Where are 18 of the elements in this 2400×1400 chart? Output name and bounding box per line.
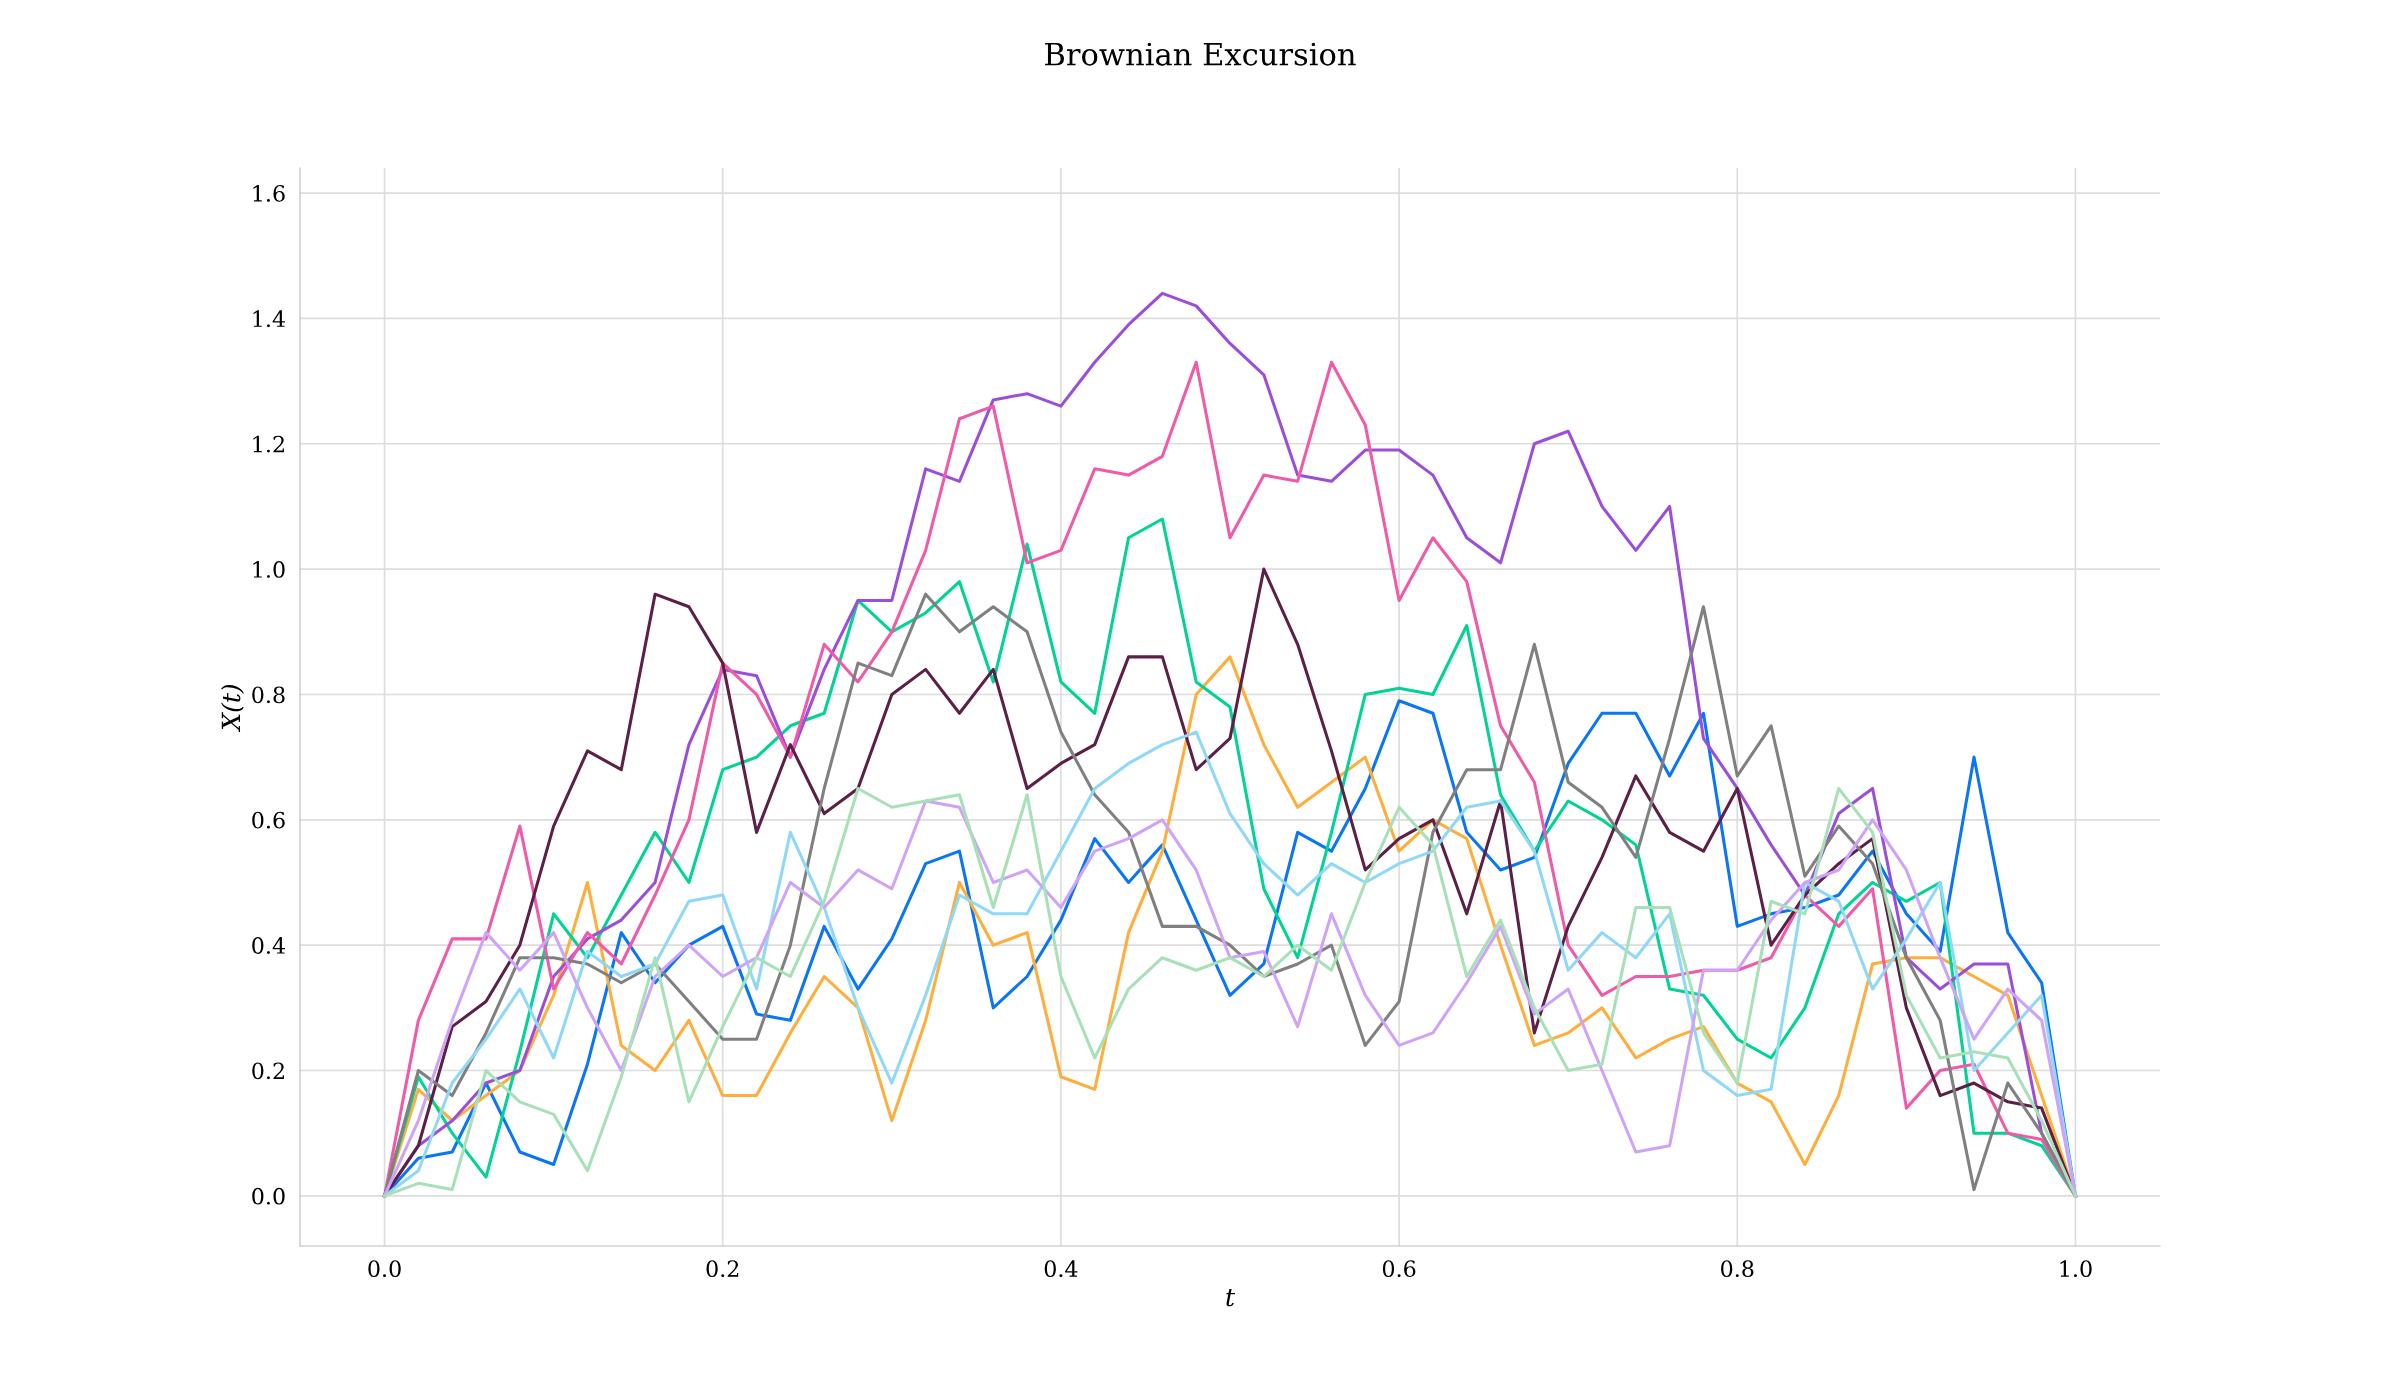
y-tick-label: 1.2 [253,435,284,453]
x-tick-label: 0.2 [706,1260,739,1278]
y-tick-label: 1.0 [253,561,285,578]
y-tick-label: 0.2 [252,1062,284,1080]
y-tick-label: 0.0 [252,1187,285,1205]
chart-title: Brownian Excursion [1045,42,1356,66]
x-axis-title: t [1226,1288,1236,1307]
x-tick-label: 0.6 [1382,1260,1416,1278]
y-tick-label: 1.6 [253,185,285,202]
x-tick-label: 0.8 [1721,1260,1754,1278]
x-tick-label: 0.0 [368,1260,401,1278]
x-tick-label: 1.0 [2060,1260,2092,1278]
y-tick-label: 0.8 [252,686,285,704]
y-tick-label: 0.6 [252,811,285,829]
x-tick-label: 0.4 [1044,1260,1078,1278]
y-axis-title: X(t) [221,684,244,733]
y-tick-label: 1.4 [253,310,285,328]
y-tick-label: 0.4 [252,937,285,954]
